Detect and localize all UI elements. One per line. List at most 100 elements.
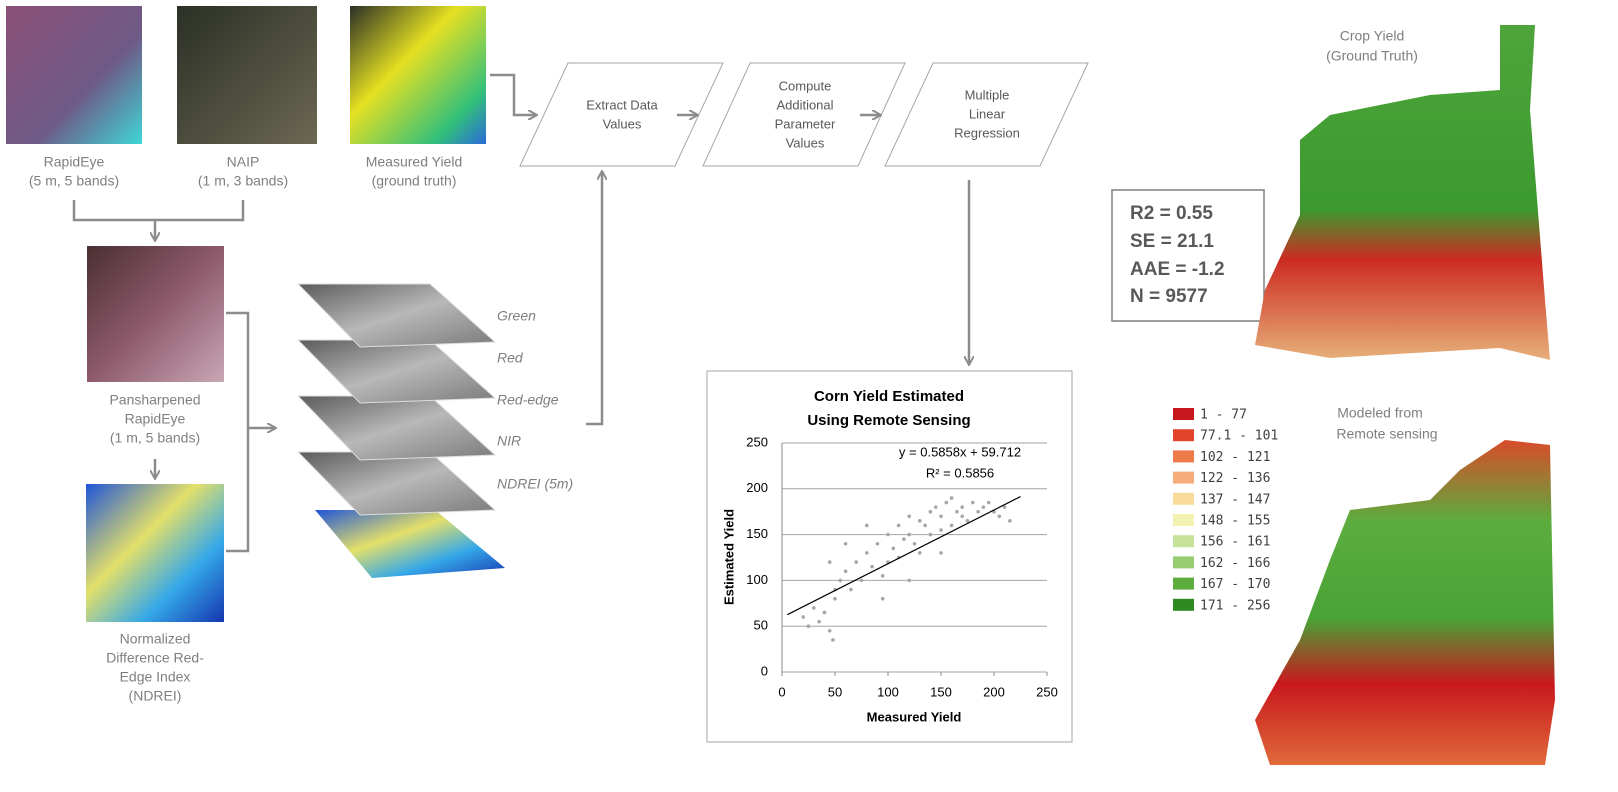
legend-label: 162 - 166 bbox=[1200, 556, 1270, 571]
point bbox=[976, 510, 980, 514]
point bbox=[865, 524, 869, 528]
point bbox=[939, 528, 943, 532]
ndrei-label: (NDREI) bbox=[129, 688, 182, 704]
point bbox=[881, 597, 885, 601]
point bbox=[828, 560, 832, 564]
legend-label: 167 - 170 bbox=[1200, 577, 1270, 592]
source-label: NAIP bbox=[227, 154, 260, 170]
step-label: Values bbox=[786, 135, 825, 150]
point bbox=[844, 542, 848, 546]
x-tick-label: 50 bbox=[828, 684, 842, 699]
step-label: Multiple bbox=[965, 87, 1010, 102]
yield-image bbox=[350, 6, 486, 144]
point bbox=[929, 533, 933, 537]
point bbox=[839, 579, 843, 583]
trend-r2: R² = 0.5856 bbox=[926, 465, 994, 480]
step-label: Linear bbox=[969, 106, 1006, 121]
layer bbox=[298, 284, 495, 347]
point bbox=[939, 514, 943, 518]
layer bbox=[298, 396, 495, 460]
point bbox=[823, 611, 827, 615]
legend-label: 102 - 121 bbox=[1200, 450, 1270, 465]
source-label: RapidEye bbox=[44, 154, 105, 170]
map-label: (Ground Truth) bbox=[1326, 48, 1418, 64]
arrow bbox=[586, 172, 602, 424]
point bbox=[913, 542, 917, 546]
layer-ndrei bbox=[315, 510, 505, 578]
x-tick-label: 250 bbox=[1036, 684, 1058, 699]
point bbox=[876, 542, 880, 546]
point bbox=[807, 624, 811, 628]
ndrei-image bbox=[86, 484, 224, 622]
point bbox=[960, 514, 964, 518]
step-label: Values bbox=[603, 116, 642, 131]
point bbox=[870, 565, 874, 569]
trend-equation: y = 0.5858x + 59.712 bbox=[899, 444, 1021, 459]
x-tick-label: 200 bbox=[983, 684, 1005, 699]
source-label: (ground truth) bbox=[372, 173, 457, 189]
legend-label: 137 - 147 bbox=[1200, 492, 1270, 507]
x-tick-label: 150 bbox=[930, 684, 952, 699]
legend-label: 156 - 161 bbox=[1200, 535, 1270, 550]
chart-title: Corn Yield Estimated bbox=[814, 388, 964, 405]
step-label: Additional bbox=[776, 97, 833, 112]
map-modeled bbox=[1255, 440, 1555, 765]
step-label: Parameter bbox=[775, 116, 836, 131]
point bbox=[998, 514, 1002, 518]
y-tick-label: 150 bbox=[746, 526, 768, 541]
legend-swatch bbox=[1173, 599, 1194, 611]
stat: SE = 21.1 bbox=[1130, 231, 1214, 252]
x-tick-label: 100 bbox=[877, 684, 899, 699]
point bbox=[918, 551, 922, 555]
point bbox=[907, 579, 911, 583]
stat: R2 = 0.55 bbox=[1130, 203, 1213, 224]
point bbox=[923, 524, 927, 528]
point bbox=[849, 588, 853, 592]
y-tick-label: 50 bbox=[754, 618, 768, 633]
source-label: (5 m, 5 bands) bbox=[29, 173, 119, 189]
point bbox=[831, 638, 835, 642]
stack-arrow bbox=[226, 313, 275, 551]
point bbox=[939, 551, 943, 555]
chart-title: Using Remote Sensing bbox=[807, 412, 970, 429]
layer bbox=[298, 452, 495, 515]
x-axis-label: Measured Yield bbox=[867, 709, 962, 724]
point bbox=[907, 533, 911, 537]
legend-swatch bbox=[1173, 514, 1194, 526]
point bbox=[929, 510, 933, 514]
pansharpened-label: Pansharpened bbox=[109, 392, 200, 408]
legend-label: 148 - 155 bbox=[1200, 514, 1270, 529]
point bbox=[950, 524, 954, 528]
point bbox=[860, 579, 864, 583]
page: RapidEye (5 m, 5 bands) NAIP (1 m, 3 ban… bbox=[0, 0, 1618, 792]
point bbox=[897, 524, 901, 528]
point bbox=[987, 501, 991, 505]
source-label: (1 m, 3 bands) bbox=[198, 173, 288, 189]
legend-label: 122 - 136 bbox=[1200, 471, 1270, 486]
ndrei-label: Normalized bbox=[120, 631, 191, 647]
point bbox=[960, 505, 964, 509]
legend-label: 1 - 77 bbox=[1200, 408, 1247, 423]
point bbox=[892, 547, 896, 551]
legend-swatch bbox=[1173, 408, 1194, 420]
stat: AAE = -1.2 bbox=[1130, 259, 1225, 280]
point bbox=[918, 519, 922, 523]
legend-swatch bbox=[1173, 429, 1194, 441]
y-tick-label: 100 bbox=[746, 572, 768, 587]
layer-label: NDREI (5m) bbox=[497, 476, 573, 492]
map-label: Remote sensing bbox=[1336, 426, 1437, 442]
legend-swatch bbox=[1173, 556, 1194, 568]
layer bbox=[298, 340, 495, 403]
step-label: Compute bbox=[779, 78, 832, 93]
point bbox=[902, 537, 906, 541]
y-axis-label: Estimated Yield bbox=[721, 509, 736, 605]
ndrei-label: Difference Red- bbox=[106, 650, 204, 666]
stat: N = 9577 bbox=[1130, 286, 1208, 307]
layer-label: Red-edge bbox=[497, 392, 559, 408]
point bbox=[934, 505, 938, 509]
point bbox=[1008, 519, 1012, 523]
point bbox=[865, 551, 869, 555]
arrow bbox=[490, 75, 536, 115]
map-ground-truth bbox=[1255, 25, 1550, 360]
